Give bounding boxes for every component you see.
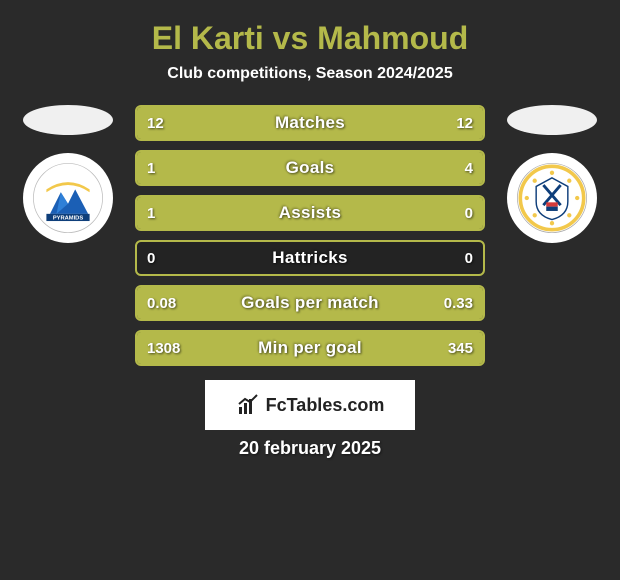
stat-bar-hattricks: 00Hattricks [135,240,485,276]
comparison-card: El Karti vs Mahmoud Club competitions, S… [0,0,620,580]
svg-text:PYRAMIDS: PYRAMIDS [53,216,84,222]
chart-icon [236,393,260,417]
player-left-column: PYRAMIDS [13,105,123,243]
stat-label: Goals [137,152,483,184]
brand-text: FcTables.com [266,395,385,416]
stat-label: Goals per match [137,287,483,319]
stat-label: Matches [137,107,483,139]
stat-bar-goals: 14Goals [135,150,485,186]
stat-bar-assists: 10Assists [135,195,485,231]
player-right-column [497,105,607,243]
player-left-photo-placeholder [23,105,113,135]
stat-label: Min per goal [137,332,483,364]
date-label: 20 february 2025 [0,438,620,459]
player-right-photo-placeholder [507,105,597,135]
page-title: El Karti vs Mahmoud [0,20,620,57]
stat-bar-goals-per-match: 0.080.33Goals per match [135,285,485,321]
pyramids-logo-icon: PYRAMIDS [32,162,104,234]
stats-column: 1212Matches 14Goals 10Assists 00Hattricks 0.… [135,105,485,366]
brand-logo: FcTables.com [205,380,415,430]
haras-el-hodood-logo-icon [516,162,588,234]
stat-bar-matches: 1212Matches [135,105,485,141]
stat-label: Assists [137,197,483,229]
subtitle: Club competitions, Season 2024/2025 [0,65,620,83]
main-row: PYRAMIDS 1212Matches 14Goals 10Assists 00Ha… [0,105,620,366]
stat-label: Hattricks [137,242,483,274]
stat-bar-min-per-goal: 1308345Min per goal [135,330,485,366]
club-badge-left: PYRAMIDS [23,153,113,243]
club-badge-right [507,153,597,243]
